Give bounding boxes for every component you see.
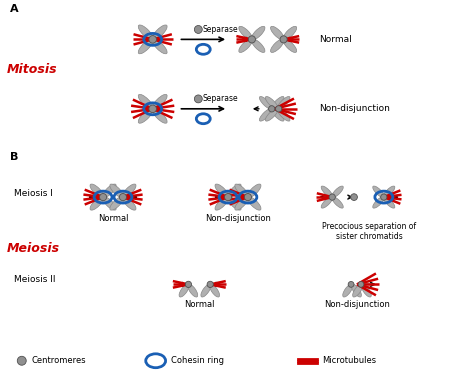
Ellipse shape: [265, 97, 278, 109]
Text: Meiosis I: Meiosis I: [14, 189, 53, 198]
Ellipse shape: [215, 184, 228, 198]
Ellipse shape: [269, 106, 275, 112]
Ellipse shape: [332, 186, 343, 198]
Ellipse shape: [373, 186, 384, 198]
Ellipse shape: [228, 197, 241, 210]
Ellipse shape: [351, 194, 357, 200]
Ellipse shape: [259, 108, 272, 121]
Ellipse shape: [277, 97, 290, 109]
Ellipse shape: [110, 184, 123, 198]
Ellipse shape: [185, 281, 191, 288]
Ellipse shape: [248, 36, 255, 43]
Text: Precocious separation of
sister chromatids: Precocious separation of sister chromati…: [322, 222, 416, 241]
Ellipse shape: [271, 39, 284, 52]
Ellipse shape: [235, 197, 248, 210]
Ellipse shape: [149, 105, 156, 112]
Ellipse shape: [149, 36, 156, 43]
Ellipse shape: [353, 284, 363, 297]
Ellipse shape: [228, 184, 241, 198]
Text: Centromeres: Centromeres: [32, 356, 86, 365]
Ellipse shape: [283, 39, 297, 52]
Text: Separase: Separase: [202, 94, 238, 103]
Ellipse shape: [110, 197, 123, 210]
Text: Separase: Separase: [202, 25, 238, 34]
Text: Normal: Normal: [98, 214, 128, 223]
Ellipse shape: [272, 97, 284, 109]
Ellipse shape: [239, 39, 252, 52]
Ellipse shape: [188, 284, 198, 297]
Ellipse shape: [247, 184, 261, 198]
Ellipse shape: [215, 197, 228, 210]
Ellipse shape: [103, 197, 116, 210]
Ellipse shape: [383, 197, 395, 208]
Ellipse shape: [321, 197, 333, 208]
Ellipse shape: [265, 108, 278, 121]
Text: Meiosis II: Meiosis II: [14, 276, 55, 284]
Ellipse shape: [119, 193, 127, 201]
Ellipse shape: [329, 194, 335, 200]
Ellipse shape: [210, 284, 219, 297]
Ellipse shape: [90, 197, 103, 210]
Ellipse shape: [179, 284, 189, 297]
Text: Non-disjunction: Non-disjunction: [205, 214, 271, 223]
Ellipse shape: [373, 197, 384, 208]
Ellipse shape: [351, 284, 361, 297]
Ellipse shape: [152, 39, 167, 54]
Ellipse shape: [361, 284, 371, 297]
Text: Normal: Normal: [319, 35, 352, 44]
Ellipse shape: [152, 108, 167, 123]
Ellipse shape: [194, 25, 202, 33]
Text: Non-disjunction: Non-disjunction: [319, 105, 390, 113]
Text: Meiosis: Meiosis: [7, 242, 60, 255]
Text: Cohesin ring: Cohesin ring: [171, 356, 224, 365]
Ellipse shape: [247, 197, 261, 210]
Ellipse shape: [358, 282, 364, 287]
Ellipse shape: [252, 26, 265, 40]
Ellipse shape: [239, 26, 252, 40]
Text: Non-disjunction: Non-disjunction: [324, 300, 390, 309]
Ellipse shape: [259, 97, 272, 109]
Ellipse shape: [122, 184, 136, 198]
Ellipse shape: [275, 106, 282, 112]
Ellipse shape: [207, 281, 213, 288]
Ellipse shape: [252, 39, 265, 52]
Ellipse shape: [194, 95, 202, 103]
Ellipse shape: [225, 193, 232, 201]
Ellipse shape: [90, 184, 103, 198]
Ellipse shape: [201, 284, 211, 297]
Ellipse shape: [383, 186, 395, 198]
Ellipse shape: [122, 197, 136, 210]
Ellipse shape: [100, 193, 107, 201]
Ellipse shape: [283, 26, 297, 40]
Ellipse shape: [152, 94, 167, 109]
Ellipse shape: [17, 356, 26, 365]
Ellipse shape: [321, 186, 333, 198]
Ellipse shape: [280, 36, 287, 43]
Text: Mitosis: Mitosis: [7, 63, 57, 76]
Ellipse shape: [138, 108, 153, 123]
Ellipse shape: [381, 194, 387, 200]
Ellipse shape: [271, 26, 284, 40]
Ellipse shape: [103, 184, 116, 198]
Ellipse shape: [272, 108, 284, 121]
Ellipse shape: [244, 193, 252, 201]
Text: Microtubules: Microtubules: [322, 356, 376, 365]
Ellipse shape: [343, 284, 353, 297]
Ellipse shape: [277, 108, 290, 121]
Ellipse shape: [138, 94, 153, 109]
Ellipse shape: [348, 282, 354, 287]
Ellipse shape: [332, 197, 343, 208]
Ellipse shape: [138, 39, 153, 54]
Ellipse shape: [235, 184, 248, 198]
Text: B: B: [10, 152, 18, 162]
Text: Normal: Normal: [184, 300, 215, 309]
Text: A: A: [10, 3, 18, 14]
Ellipse shape: [138, 25, 153, 40]
Ellipse shape: [152, 25, 167, 40]
